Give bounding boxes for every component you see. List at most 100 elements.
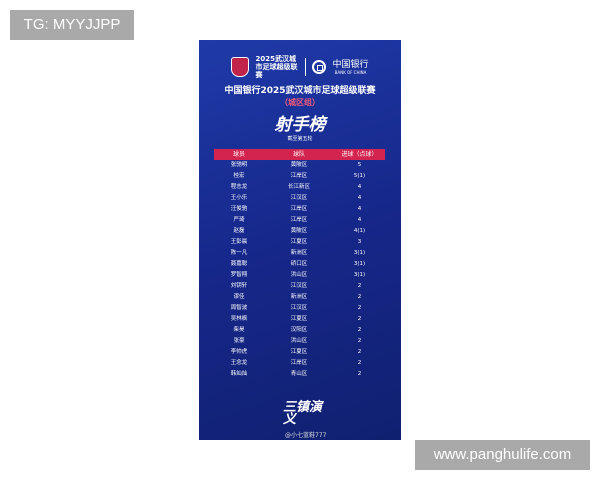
team-name: 黄陂区 (290, 162, 308, 168)
table-row: 罗智翔 洪山区 3(1) (214, 270, 385, 281)
col-player: 球员 (232, 151, 245, 158)
scorers-table: 张驰明 黄陂区 5 桂宏 江岸区 5(1) 程志龙 长江新区 4 王小乐 江汉区 4 汪俊驰 江岸区 4 严琦… (214, 160, 385, 380)
player-name: 王小乐 (230, 195, 248, 201)
team-name: 黄陂区 (290, 228, 308, 234)
table-row: 王彭晨 江夏区 3 (214, 237, 385, 248)
team-name: 新洲区 (290, 294, 308, 300)
team-name: 江汉区 (290, 283, 308, 289)
divider (305, 58, 307, 76)
table-row: 张驰明 黄陂区 5 (214, 160, 385, 171)
team-name: 江夏区 (290, 349, 308, 355)
sponsor-logo: 中国银行 BANK OF CHINA (332, 59, 369, 75)
table-row: 刘钥轩 江汉区 2 (214, 281, 385, 292)
team-name: 汉阳区 (290, 327, 308, 333)
table-row: 桂宏 江岸区 5(1) (214, 171, 385, 182)
league-badge-icon (231, 57, 250, 77)
team-name: 江夏区 (290, 316, 308, 322)
table-row: 李帅虎 江夏区 2 (214, 347, 385, 358)
goals: 2 (357, 371, 362, 377)
team-name: 江汉区 (290, 305, 308, 311)
team-name: 长江新区 (287, 184, 310, 190)
goals: 4 (357, 206, 362, 212)
goals: 4 (357, 217, 362, 223)
team-name: 江汉区 (290, 195, 308, 201)
team-name: 新洲区 (290, 250, 308, 256)
table-row: 王小乐 江汉区 4 (214, 193, 385, 204)
goals: 2 (357, 327, 362, 333)
goals: 2 (357, 305, 362, 311)
table-row: 陈一凡 新洲区 3(1) (214, 248, 385, 259)
table-row: 王念龙 江岸区 2 (214, 358, 385, 369)
table-row: 韩灿灿 青山区 2 (214, 369, 385, 380)
goals: 4 (357, 195, 362, 201)
site-watermark: www.panghulife.com (415, 440, 590, 470)
team-name: 江夏区 (290, 239, 308, 245)
goals: 2 (357, 349, 362, 355)
goals: 2 (357, 294, 362, 300)
group-label: （城区组） (280, 98, 320, 107)
player-name: 桂宏 (233, 173, 245, 179)
player-name: 赵磊 (233, 228, 245, 234)
team-name: 洪山区 (290, 272, 308, 278)
goals: 2 (357, 283, 362, 289)
slogan-logo: 三镇演义 (283, 400, 323, 427)
league-logo-text: 2025武汉城市足球超级联赛 (255, 55, 298, 79)
table-row: 谬佳 新洲区 2 (214, 292, 385, 303)
goals: 2 (357, 360, 362, 366)
table-header: 球员 球队 进球（点球） (214, 149, 385, 160)
table-row: 聂嘉聪 硚口区 3(1) (214, 259, 385, 270)
player-name: 谬佳 (233, 294, 245, 300)
heading: 射手榜 (274, 115, 326, 135)
goals: 3(1) (353, 272, 366, 278)
team-name: 洪山区 (290, 338, 308, 344)
player-name: 张豪 (233, 338, 245, 344)
goals: 2 (357, 338, 362, 344)
goals: 5 (357, 162, 362, 168)
table-row: 汪俊驰 江岸区 4 (214, 204, 385, 215)
goals: 2 (357, 316, 362, 322)
poster-title: 中国银行2025武汉城市足球超级联赛 (224, 86, 376, 96)
goals: 3(1) (353, 261, 366, 267)
table-row: 程志龙 长江新区 4 (214, 182, 385, 193)
subtitle: 截至第五轮 (287, 136, 313, 142)
table-row: 吴林枫 江夏区 2 (214, 314, 385, 325)
goals: 3(1) (353, 250, 366, 256)
tg-watermark: TG: MYYJJPP (10, 10, 134, 40)
player-name: 严琦 (233, 217, 245, 223)
table-row: 周智波 江汉区 2 (214, 303, 385, 314)
goals: 5(1) (353, 173, 366, 179)
player-name: 柴昊 (233, 327, 245, 333)
player-name: 李帅虎 (230, 349, 248, 355)
player-name: 王念龙 (230, 360, 248, 366)
team-name: 青山区 (290, 371, 308, 377)
table-row: 赵磊 黄陂区 4(1) (214, 226, 385, 237)
col-goals: 进球（点球） (341, 151, 378, 158)
goals: 4 (357, 184, 362, 190)
player-name: 陈一凡 (230, 250, 248, 256)
player-name: 王彭晨 (230, 239, 248, 245)
team-name: 江岸区 (290, 217, 308, 223)
player-name: 汪俊驰 (230, 206, 248, 212)
player-name: 程志龙 (230, 184, 248, 190)
logo-bar: 2025武汉城市足球超级联赛 中国银行 BANK OF CHINA (199, 55, 401, 79)
top-scorers-poster: 2025武汉城市足球超级联赛 中国银行 BANK OF CHINA 中国银行202… (199, 40, 401, 440)
player-name: 张驰明 (230, 162, 248, 168)
credit: @小七蓝鞋777 (285, 432, 327, 439)
player-name: 聂嘉聪 (230, 261, 248, 267)
team-name: 江岸区 (290, 173, 308, 179)
team-name: 硚口区 (290, 261, 308, 267)
table-row: 张豪 洪山区 2 (214, 336, 385, 347)
col-team: 球队 (292, 151, 305, 158)
team-name: 江岸区 (290, 360, 308, 366)
player-name: 罗智翔 (230, 272, 248, 278)
goals: 3 (357, 239, 362, 245)
team-name: 江岸区 (290, 206, 308, 212)
table-row: 柴昊 汉阳区 2 (214, 325, 385, 336)
player-name: 刘钥轩 (230, 283, 248, 289)
player-name: 韩灿灿 (230, 371, 248, 377)
table-row: 严琦 江岸区 4 (214, 215, 385, 226)
player-name: 周智波 (230, 305, 248, 311)
goals: 4(1) (353, 228, 366, 234)
player-name: 吴林枫 (230, 316, 248, 322)
bank-of-china-icon (312, 60, 327, 74)
